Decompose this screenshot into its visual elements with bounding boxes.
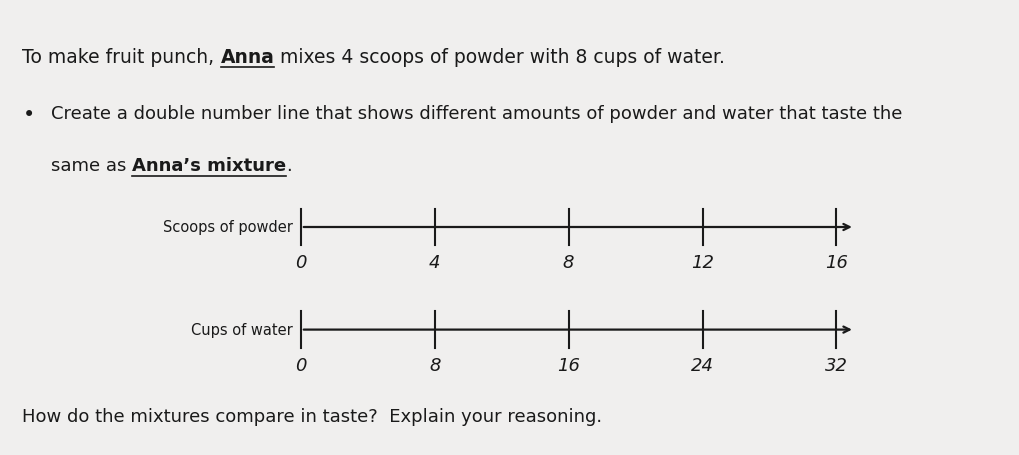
Text: 16: 16	[824, 254, 847, 272]
Text: •: •	[22, 105, 35, 125]
Text: Anna: Anna	[220, 48, 274, 67]
Text: 8: 8	[562, 254, 574, 272]
Text: Cups of water: Cups of water	[191, 323, 292, 337]
Text: .: .	[286, 157, 291, 175]
Text: 16: 16	[556, 356, 580, 374]
Text: 32: 32	[824, 356, 847, 374]
Text: How do the mixtures compare in taste?  Explain your reasoning.: How do the mixtures compare in taste? Ex…	[22, 408, 602, 425]
Text: 0: 0	[294, 356, 307, 374]
Text: same as: same as	[51, 157, 132, 175]
Text: 12: 12	[690, 254, 713, 272]
Text: To make fruit punch,: To make fruit punch,	[22, 48, 220, 67]
Text: 24: 24	[690, 356, 713, 374]
Text: 8: 8	[429, 356, 440, 374]
Text: Create a double number line that shows different amounts of powder and water tha: Create a double number line that shows d…	[51, 105, 902, 122]
Text: mixes 4 scoops of powder with 8 cups of water.: mixes 4 scoops of powder with 8 cups of …	[274, 48, 725, 67]
Text: Anna’s mixture: Anna’s mixture	[132, 157, 286, 175]
Text: 4: 4	[429, 254, 440, 272]
Text: Scoops of powder: Scoops of powder	[163, 220, 292, 235]
Text: 0: 0	[294, 254, 307, 272]
